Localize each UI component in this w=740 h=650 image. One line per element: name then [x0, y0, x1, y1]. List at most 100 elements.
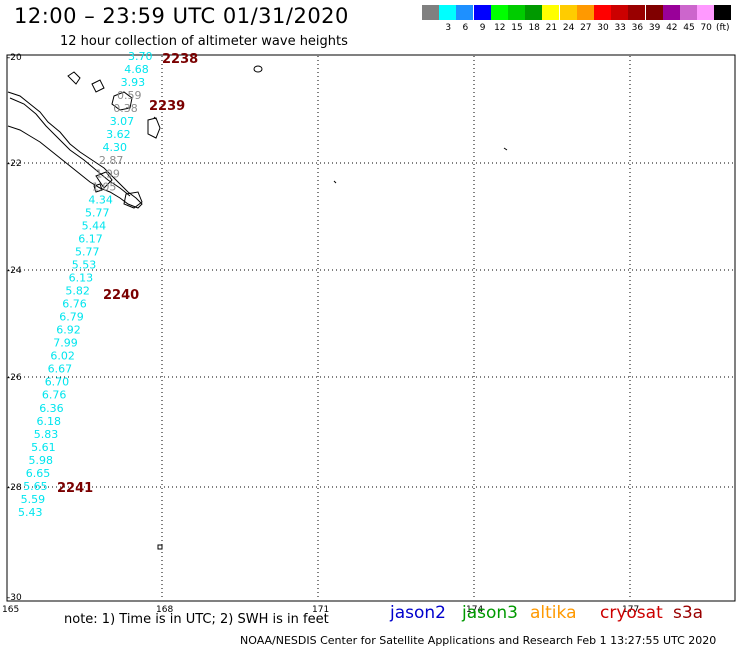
scale-label: 24 [562, 23, 575, 33]
map-frame [6, 54, 736, 602]
isle-of-pines [93, 183, 103, 193]
swh-value: 6.13 [69, 272, 94, 285]
time-label: 2238 [162, 52, 198, 67]
lat-label: -28 [7, 483, 22, 493]
mission-jason2: jason2 [390, 603, 446, 623]
swh-value: 6.76 [62, 298, 87, 311]
time-label: 2241 [57, 481, 93, 496]
scale-swatch [662, 5, 680, 20]
swh-value: 5.61 [31, 441, 55, 454]
credit-line: NOAA/NESDIS Center for Satellite Applica… [240, 634, 717, 647]
swh-value: 7.99 [53, 337, 78, 350]
time-label: 2239 [149, 99, 185, 114]
footer-note: note: 1) Time is in UTC; 2) SWH is in fe… [64, 612, 329, 627]
swh-value: 5.77 [85, 206, 110, 219]
mission-cryosat: cryosat [600, 603, 663, 623]
scale-label: 6 [462, 23, 469, 33]
swh-value: 3.70 [128, 50, 153, 63]
swh-value: 6.70 [45, 376, 69, 389]
swh-value: 4.30 [103, 141, 128, 154]
lat-label: -20 [7, 53, 22, 63]
lon-label: 171 [312, 605, 329, 615]
swh-value: 5.77 [75, 245, 100, 258]
swh-value: 3.93 [121, 76, 146, 89]
scale-unit: (ft) [716, 23, 730, 33]
swh-value: 6.65 [26, 467, 51, 480]
page-title: 12:00 – 23:59 UTC 01/31/2020 [14, 4, 349, 28]
scale-label: 3 [445, 23, 452, 33]
time-label: 2240 [103, 288, 139, 303]
scale-swatch [680, 5, 697, 20]
lat-label: -26 [7, 373, 22, 383]
swh-value: 1.99 [95, 167, 120, 180]
scale-label: 15 [511, 23, 523, 33]
lon-label: 165 [2, 605, 19, 615]
scale-swatch [542, 5, 560, 20]
scale-swatch [697, 5, 715, 20]
swh-value: 5.65 [23, 480, 48, 493]
scale-swatch [611, 5, 629, 20]
swh-value: 6.76 [42, 389, 67, 402]
scale-label: 27 [580, 23, 592, 33]
scale-label: 70 [700, 23, 712, 33]
swh-value: 4.34 [88, 193, 113, 206]
small-island-mid [333, 180, 337, 184]
mission-jason3: jason3 [462, 603, 518, 623]
lat-label: -22 [7, 159, 22, 169]
lat-gridlines [8, 162, 734, 488]
swh-value: 1.05 [92, 180, 117, 193]
swh-track: 3.704.683.930.590.383.073.624.302.871.99… [18, 50, 153, 519]
walpole-island [253, 65, 263, 73]
scale-label: 18 [528, 23, 540, 33]
scale-swatch [422, 5, 439, 20]
scale-swatch [456, 5, 474, 20]
swh-value: 2.87 [99, 154, 124, 167]
swh-value: 5.53 [72, 259, 97, 272]
swh-value: 5.83 [34, 428, 59, 441]
scale-swatch [594, 5, 611, 20]
norfolk-island [157, 544, 163, 550]
mission-s3a: s3a [673, 603, 704, 623]
scale-swatch [628, 5, 646, 20]
scale-label: 45 [683, 23, 695, 33]
scale-label: 33 [614, 23, 626, 33]
small-reef-north [153, 116, 157, 120]
scale-swatch [473, 5, 491, 20]
scale-swatch [490, 5, 508, 20]
lat-label: -24 [7, 266, 22, 276]
swh-value: 6.92 [56, 324, 81, 337]
coastlines [7, 65, 508, 550]
lat-label: -30 [7, 593, 22, 603]
scale-label: 36 [631, 23, 644, 33]
swh-value: 0.38 [113, 102, 138, 115]
swh-value: 5.43 [18, 506, 43, 519]
scale-label: 12 [494, 23, 506, 33]
swh-value: 4.68 [124, 63, 149, 76]
scale-label: 39 [648, 23, 661, 33]
swh-value: 5.59 [21, 493, 45, 506]
northwest-islands [67, 71, 105, 93]
swh-value: 6.02 [50, 350, 75, 363]
scale-swatch [439, 5, 457, 20]
lon-label: 174 [466, 605, 483, 615]
scale-swatch [714, 5, 732, 20]
scale-swatch [508, 5, 525, 20]
scale-swatch [576, 5, 594, 20]
page-subtitle: 12 hour collection of altimeter wave hei… [60, 34, 348, 49]
scale-label: 42 [666, 23, 678, 33]
scale-label: 21 [545, 23, 558, 33]
loyalty-islands [95, 91, 161, 209]
swh-value: 5.82 [65, 285, 90, 298]
swh-value: 3.07 [110, 115, 135, 128]
small-island-east [503, 147, 508, 151]
swh-value: 5.98 [29, 454, 54, 467]
scale-swatch [645, 5, 663, 20]
swh-value: 6.79 [59, 311, 84, 324]
lon-label: 168 [156, 605, 173, 615]
swh-value: 6.67 [48, 363, 73, 376]
scale-label: 9 [479, 23, 486, 33]
swh-value: 6.17 [78, 232, 103, 245]
swh-value: 5.44 [82, 219, 107, 232]
swh-value: 3.62 [106, 128, 131, 141]
